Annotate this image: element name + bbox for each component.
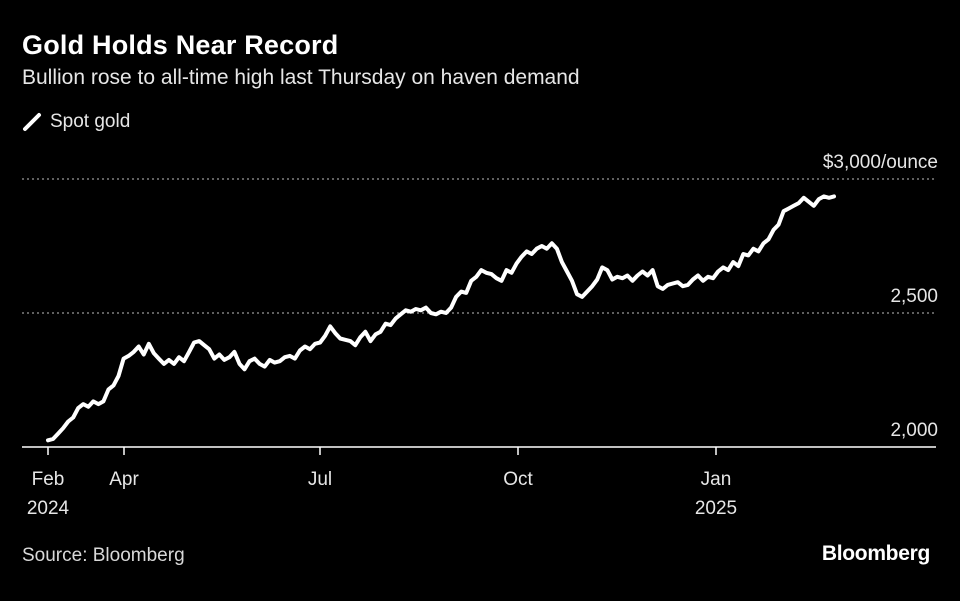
legend: Spot gold [22, 111, 130, 133]
gridlines [22, 178, 936, 314]
y-tick-label: 2,500 [890, 286, 938, 307]
legend-line-icon [23, 113, 41, 131]
series-line-spot-gold [46, 194, 836, 443]
y-tick-label: $3,000/ounce [823, 152, 938, 173]
x-axis-labels: Feb Apr Jul Oct Jan 2024 2025 [27, 469, 737, 519]
brand-logo: Bloomberg [821, 542, 930, 565]
x-tick-label: Jul [308, 469, 332, 490]
x-tick-label: Oct [503, 469, 533, 490]
y-axis-labels: $3,000/ounce 2,500 2,000 [823, 152, 938, 441]
chart-title: Gold Holds Near Record [22, 30, 339, 60]
x-year-label: 2024 [27, 498, 70, 519]
x-year-label: 2025 [695, 498, 737, 519]
y-tick-label: 2,000 [890, 420, 938, 441]
x-tick-label: Feb [32, 469, 65, 490]
x-tick-label: Apr [109, 469, 139, 490]
legend-label: Spot gold [50, 111, 131, 132]
chart-subtitle: Bullion rose to all-time high last Thurs… [22, 66, 580, 89]
source-note: Source: Bloomberg [22, 545, 185, 566]
x-axis-ticks [47, 447, 717, 455]
x-tick-label: Jan [701, 469, 732, 490]
